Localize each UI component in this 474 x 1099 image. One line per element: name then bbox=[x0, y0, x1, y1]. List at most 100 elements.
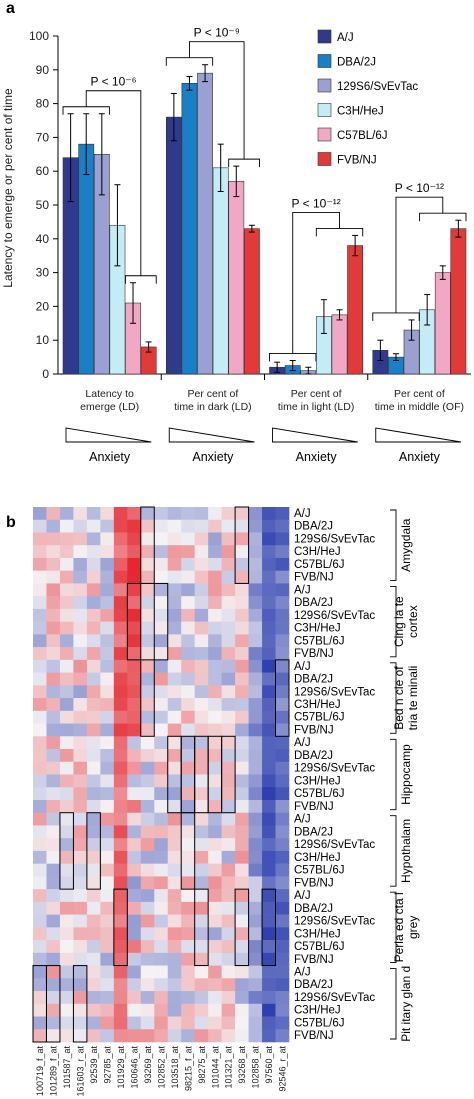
heatmap-cell bbox=[59, 596, 74, 610]
heatmap-cell bbox=[167, 621, 182, 635]
heatmap-cell bbox=[221, 914, 236, 928]
heatmap-cell bbox=[46, 1029, 61, 1043]
heatmap-cell bbox=[154, 901, 169, 915]
heatmap-cell bbox=[86, 710, 101, 724]
bracket-join bbox=[395, 196, 444, 313]
heatmap-cell bbox=[167, 799, 182, 814]
heatmap-cell bbox=[181, 621, 195, 635]
heatmap-cell bbox=[46, 940, 61, 954]
heatmap-cell bbox=[140, 901, 155, 915]
strain-row-label: C3H/HeJ bbox=[294, 699, 341, 711]
heatmap-cell bbox=[113, 672, 128, 686]
heatmap-cell bbox=[194, 621, 209, 635]
heatmap-cell bbox=[73, 876, 88, 890]
heatmap-cell bbox=[33, 914, 47, 928]
region-label: Hypothalam bbox=[399, 819, 413, 883]
heatmap-cell bbox=[33, 876, 47, 890]
heatmap-cell bbox=[86, 685, 101, 699]
heatmap-cell bbox=[167, 850, 182, 864]
heatmap-cell bbox=[100, 507, 115, 521]
heatmap-cell bbox=[167, 519, 182, 533]
heatmap-cell bbox=[194, 927, 209, 941]
strain-row-label: A/J bbox=[294, 737, 311, 749]
heatmap-cell bbox=[59, 659, 74, 673]
strain-row-label: C57BL/6J bbox=[294, 865, 345, 877]
heatmap-cell bbox=[113, 596, 128, 610]
heatmap-cell bbox=[275, 659, 290, 673]
heatmap-cell bbox=[73, 570, 88, 584]
heatmap-cell bbox=[208, 774, 222, 788]
heatmap-cell bbox=[46, 761, 61, 775]
heatmap-cell bbox=[140, 621, 155, 635]
strain-row-label: C57BL/6J bbox=[294, 712, 345, 724]
heatmap-cell bbox=[113, 532, 128, 546]
heatmap-cell bbox=[100, 659, 115, 673]
heatmap-cell bbox=[73, 507, 88, 521]
heatmap-cell bbox=[86, 991, 101, 1005]
highlight-box bbox=[59, 812, 74, 890]
strain-row-label: DBA/2J bbox=[294, 903, 333, 915]
heatmap-cell bbox=[113, 647, 128, 661]
heatmap-cell bbox=[113, 927, 128, 941]
heatmap-cell bbox=[154, 634, 169, 648]
region-label: Peria ed cta l bbox=[392, 892, 406, 962]
heatmap-cell bbox=[167, 952, 182, 966]
heatmap-cell bbox=[100, 634, 115, 648]
heatmap-cell bbox=[33, 991, 47, 1005]
heatmap-cell bbox=[208, 545, 222, 559]
heatmap-cell bbox=[235, 876, 249, 890]
heatmap-cell bbox=[235, 1029, 249, 1043]
heatmap-cell bbox=[100, 1016, 115, 1030]
heatmap-cell bbox=[194, 761, 209, 775]
heatmap-cell bbox=[86, 659, 101, 673]
heatmap-cell bbox=[208, 570, 222, 584]
heatmap-cell bbox=[221, 863, 236, 877]
heatmap-cell bbox=[167, 774, 182, 788]
y-axis-label: Latency to emerge or per cent of time bbox=[1, 88, 15, 288]
heatmap-cell bbox=[235, 557, 249, 571]
heatmap-cell bbox=[33, 507, 47, 521]
heatmap-cell bbox=[248, 519, 263, 533]
heatmap-cell bbox=[167, 965, 182, 979]
heatmap-cell bbox=[248, 787, 263, 801]
bracket-join bbox=[292, 211, 340, 354]
heatmap-cell bbox=[262, 1003, 276, 1017]
heatmap-cell bbox=[208, 583, 222, 597]
heatmap-cell bbox=[100, 940, 115, 954]
heatmap-cell bbox=[33, 901, 47, 915]
heatmap-cell bbox=[248, 507, 263, 521]
probe-label: 160646_at bbox=[129, 1046, 139, 1089]
heatmap-cell bbox=[73, 850, 88, 864]
heatmap-cell bbox=[167, 1016, 182, 1030]
strain-row-label: C57BL/6J bbox=[294, 1017, 345, 1029]
heatmap-cell bbox=[73, 1029, 88, 1043]
heatmap-cell bbox=[262, 1016, 276, 1030]
probe-label: 92785_at bbox=[102, 1046, 112, 1084]
heatmap-cell bbox=[194, 583, 209, 597]
heatmap-cell bbox=[46, 774, 61, 788]
heatmap-cell bbox=[208, 927, 222, 941]
heatmap-cell bbox=[194, 545, 209, 559]
region-label: Hippocamp bbox=[399, 744, 413, 805]
bracket-join bbox=[85, 90, 142, 276]
y-tick-label: 90 bbox=[36, 63, 50, 77]
heatmap-cell bbox=[113, 621, 128, 635]
heatmap-cell bbox=[113, 507, 128, 521]
heatmap-cell bbox=[46, 685, 61, 699]
heatmap-cell bbox=[86, 965, 101, 979]
region-label: Bed n cle of bbox=[392, 666, 406, 730]
heatmap-cell bbox=[59, 991, 74, 1005]
heatmap-cell bbox=[167, 672, 182, 686]
heatmap-cell bbox=[154, 557, 169, 571]
heatmap-cell bbox=[221, 787, 236, 801]
heatmap-cell bbox=[113, 710, 128, 724]
heatmap-cell bbox=[235, 736, 249, 750]
heatmap-cell bbox=[140, 532, 155, 546]
heatmap-cell bbox=[46, 799, 61, 814]
anxiety-label: Anxiety bbox=[399, 450, 441, 464]
heatmap-cell bbox=[167, 749, 182, 763]
region-label: Pit itary glan d bbox=[399, 966, 413, 1042]
heatmap-cell bbox=[59, 940, 74, 954]
strain-row-label: FVB/NJ bbox=[294, 954, 334, 966]
heatmap-cell bbox=[154, 698, 169, 712]
